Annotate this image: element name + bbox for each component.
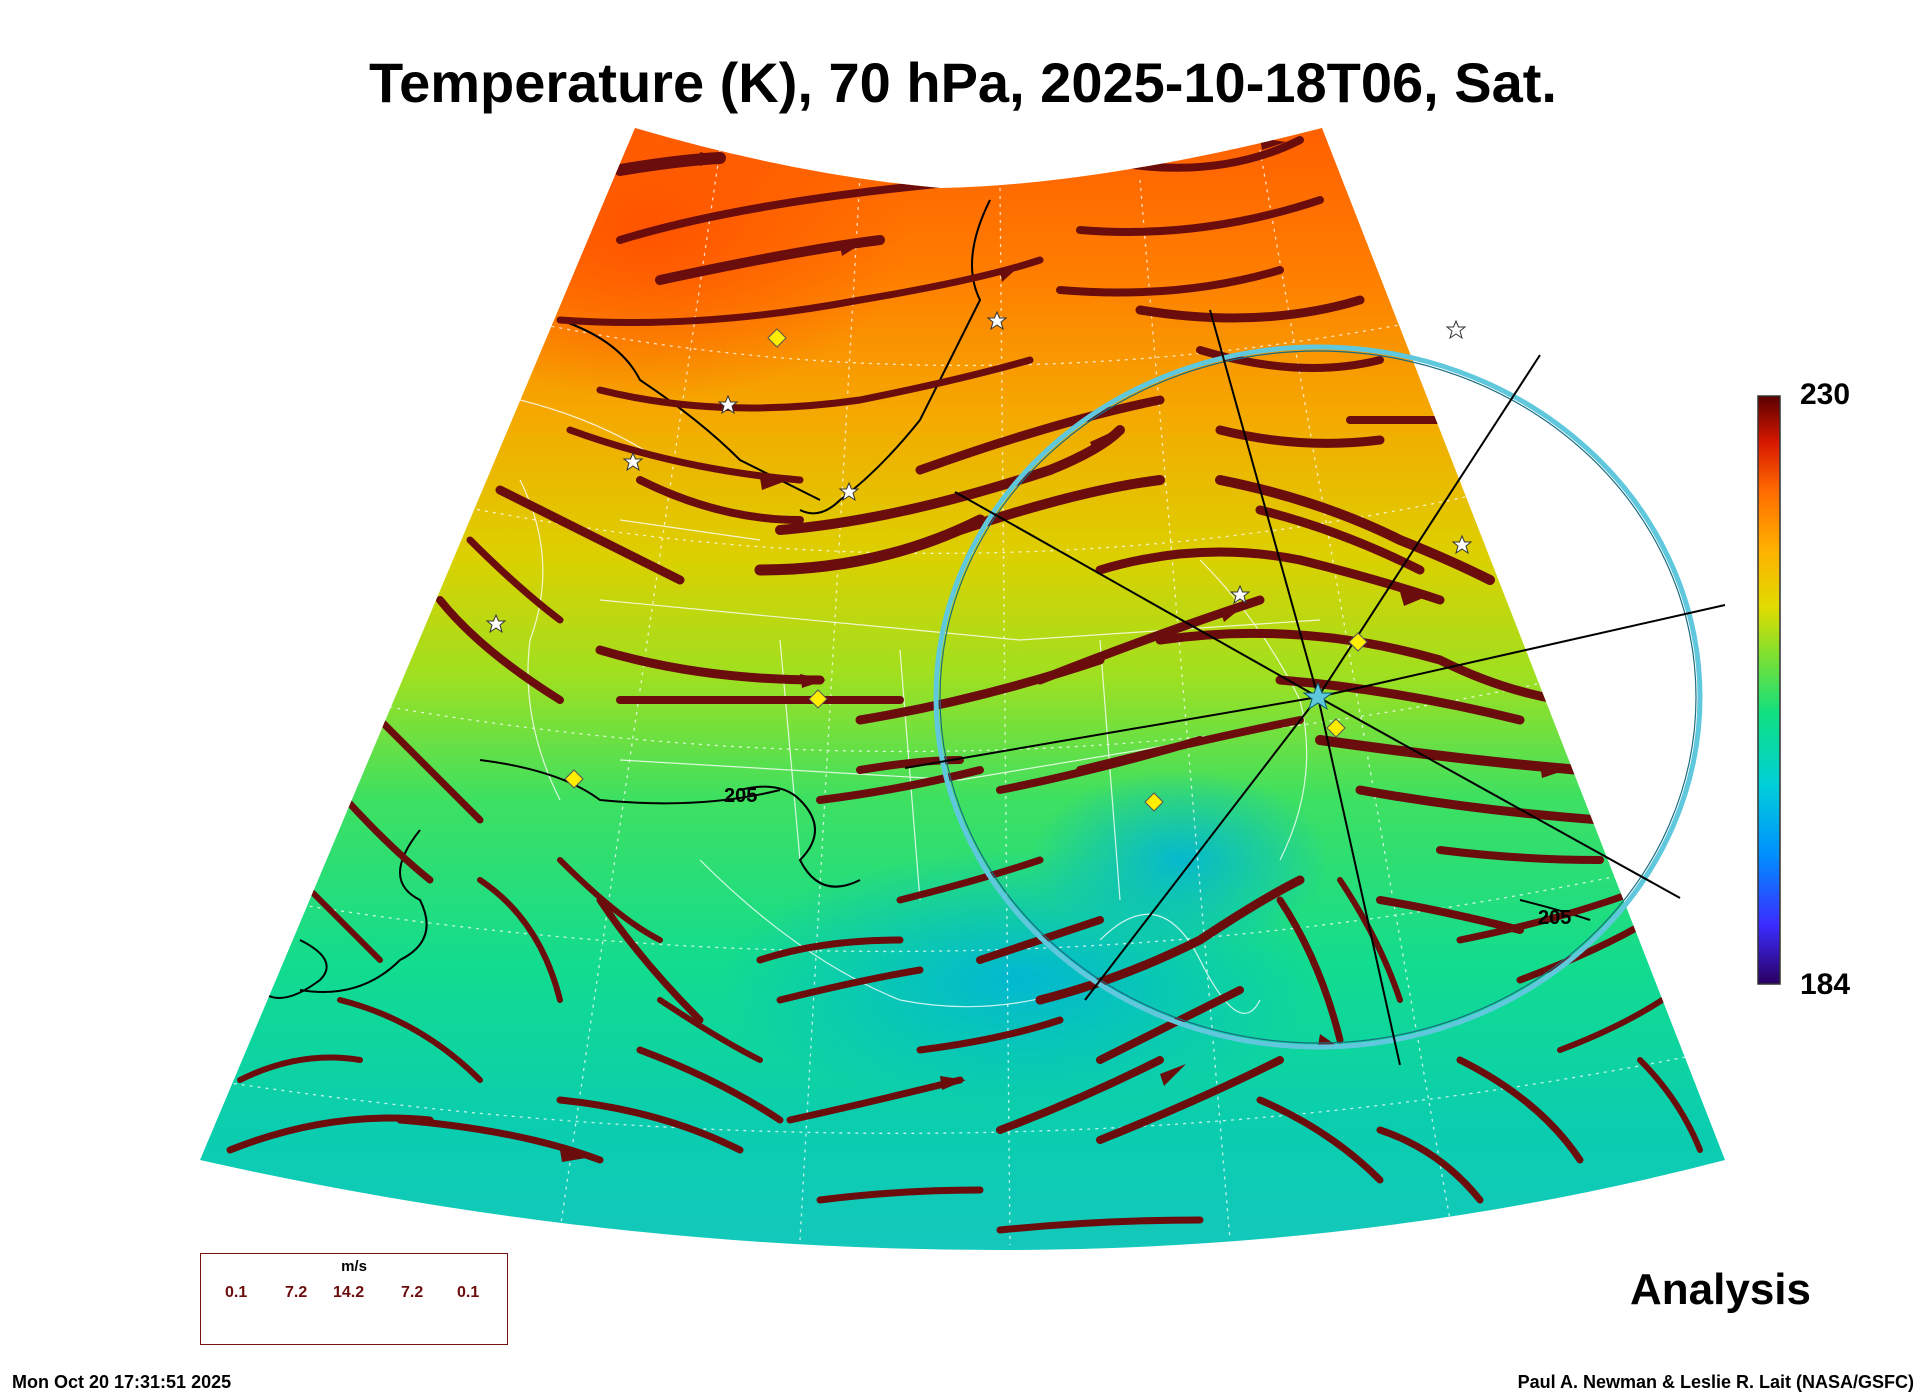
- observation-ring: [933, 344, 1703, 1050]
- observation-rays: [904, 309, 1726, 1066]
- analysis-label: Analysis: [1630, 1265, 1811, 1314]
- colorbar-max-label: 230: [1800, 378, 1851, 411]
- diamond-markers: [564, 328, 1368, 812]
- legend-value: 0.1: [457, 1284, 480, 1301]
- colorbar-min-label: 184: [1800, 968, 1851, 1001]
- legend-value: 7.2: [401, 1284, 424, 1301]
- wind-streamlines: [226, 136, 1703, 1234]
- legend-value: 14.2: [333, 1284, 365, 1301]
- contour-label: 205: [1538, 907, 1571, 929]
- colorbar: [1757, 395, 1781, 985]
- boundaries: [519, 399, 1321, 1014]
- station-stars: [485, 310, 1473, 634]
- temperature-field: [200, 128, 1725, 1250]
- contour-label: 205: [724, 785, 757, 807]
- wind-speed-legend: m/s 0.1 7.2 14.2 7.2 0.1: [200, 1253, 508, 1345]
- footer-timestamp: Mon Oct 20 17:31:51 2025: [12, 1372, 232, 1392]
- streamline-arrows: [560, 138, 1566, 1162]
- legend-units: m/s: [341, 1258, 367, 1275]
- page-title: Temperature (K), 70 hPa, 2025-10-18T06, …: [369, 51, 1557, 114]
- legend-value: 7.2: [285, 1284, 308, 1301]
- footer-credit: Paul A. Newman & Leslie R. Lait (NASA/GS…: [1517, 1372, 1914, 1392]
- legend-value: 0.1: [225, 1284, 248, 1301]
- center-star-icon: [1302, 681, 1334, 711]
